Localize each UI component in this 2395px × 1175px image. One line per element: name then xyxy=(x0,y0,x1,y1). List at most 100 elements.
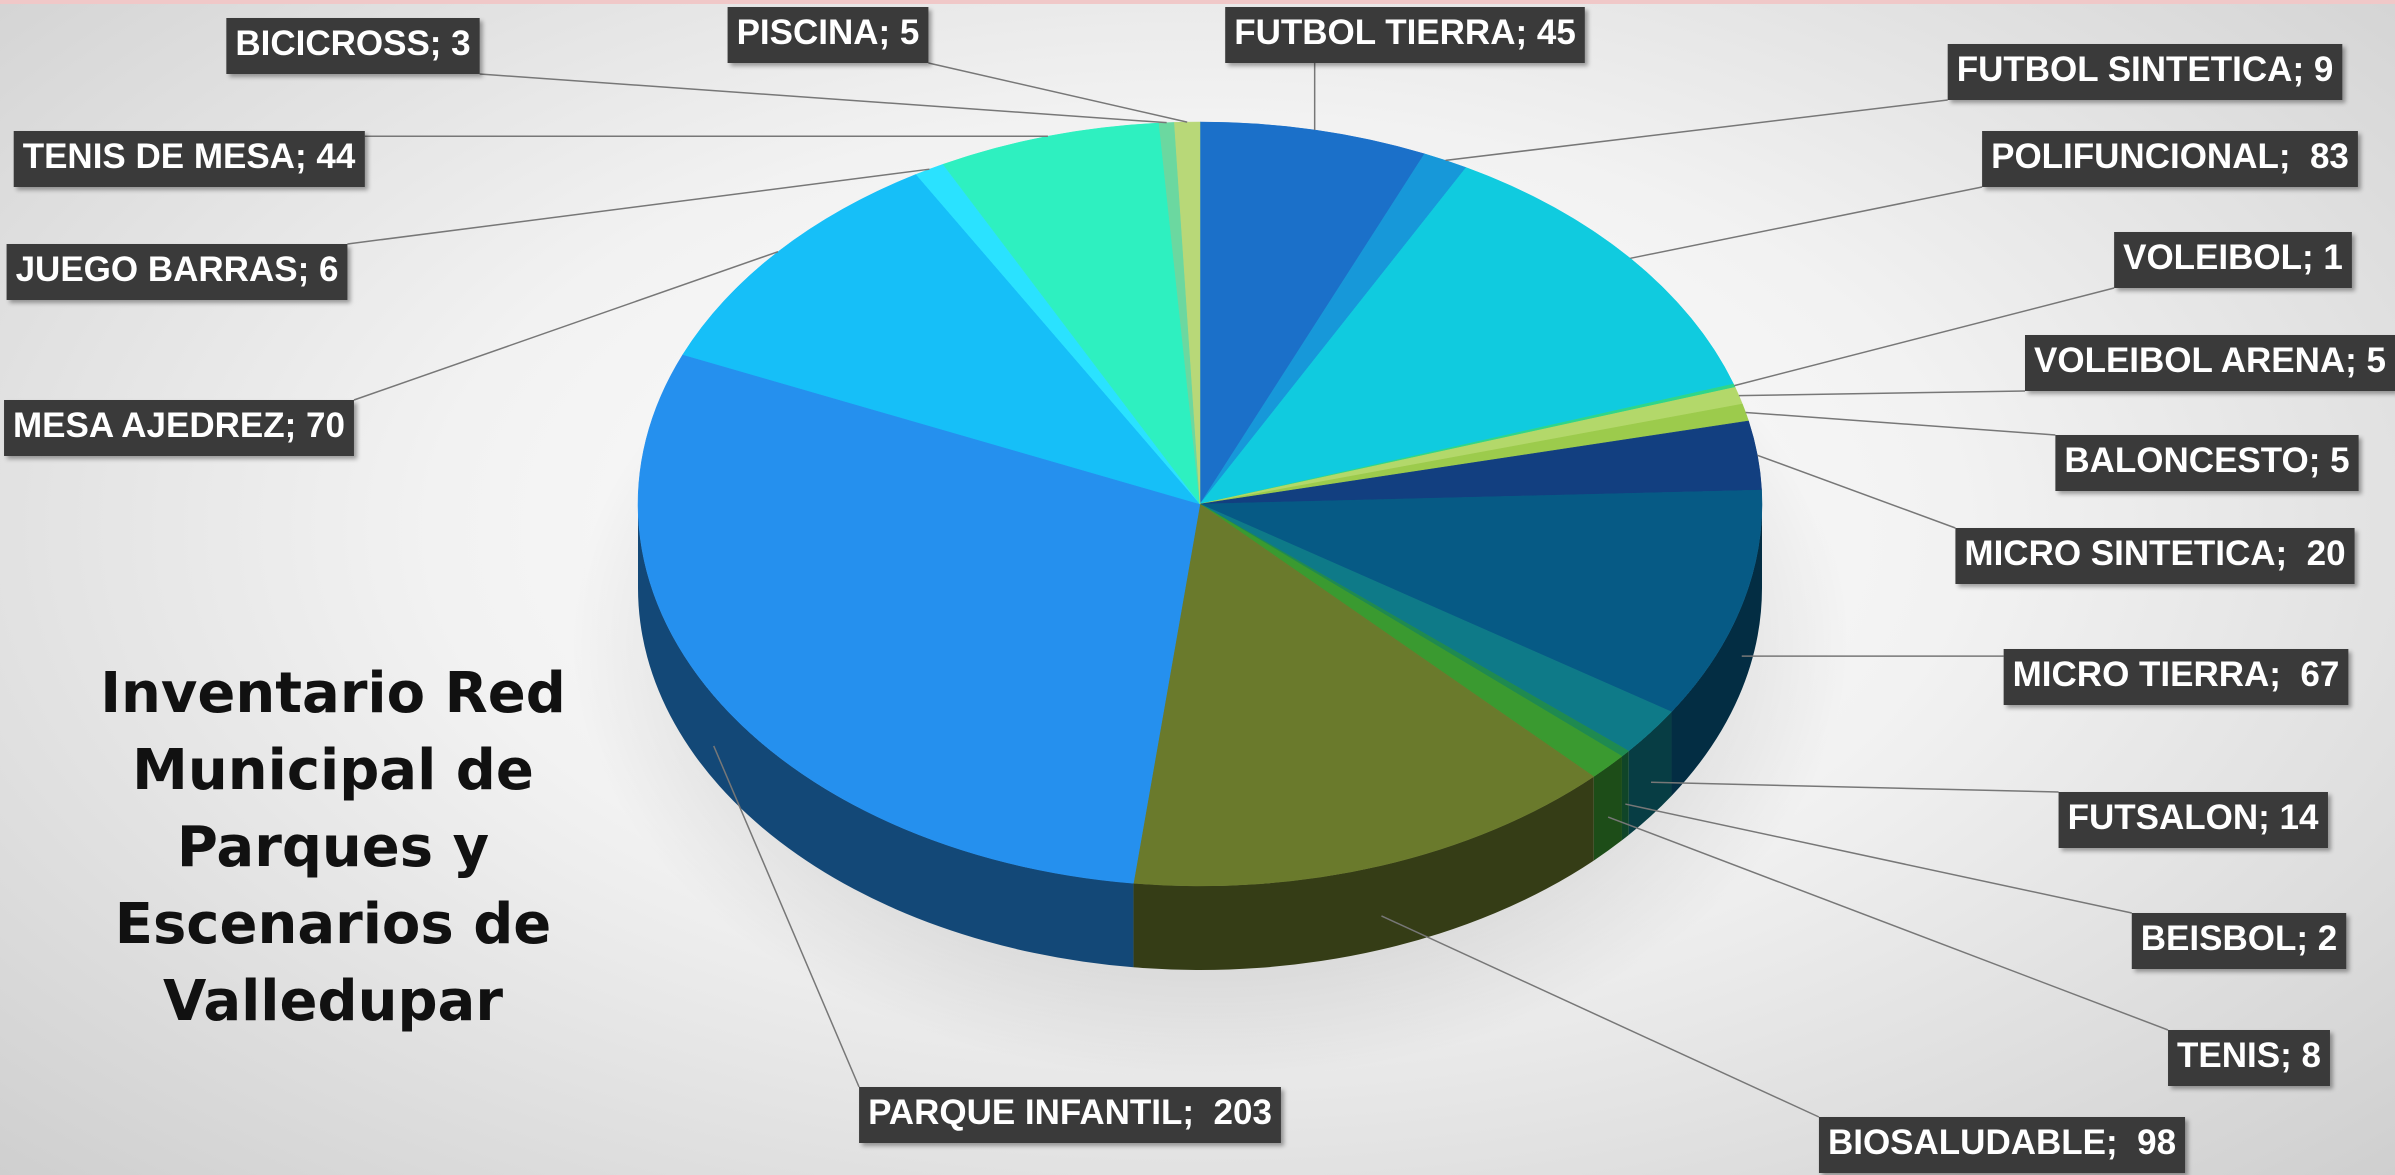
label-value: ; 8 xyxy=(2280,1036,2321,1075)
label-value: ; 20 xyxy=(2276,534,2346,573)
label-category: PISCINA xyxy=(737,13,879,52)
label-text: MICRO TIERRA; 67 xyxy=(2013,655,2340,694)
label-box xyxy=(1818,1117,2186,1173)
label-value: ; 203 xyxy=(1182,1093,1272,1132)
label-text: BIOSALUDABLE; 98 xyxy=(1828,1123,2176,1162)
label-category: VOLEIBOL xyxy=(2123,238,2302,277)
label-box xyxy=(2055,435,2359,491)
leader-line xyxy=(1757,454,1956,529)
labels: FUTBOL TIERRA; 45 FUTBOL SINTETICA; 9 POLI… xyxy=(4,7,2395,1173)
label-text: BEISBOL; 2 xyxy=(2141,919,2337,958)
label-category: BIOSALUDABLE xyxy=(1828,1123,2106,1162)
leader-line xyxy=(1607,816,2169,1031)
label-text: POLIFUNCIONAL; 83 xyxy=(1991,137,2349,176)
label-text: BALONCESTO; 5 xyxy=(2064,441,2349,480)
leader-line xyxy=(1381,915,1820,1118)
label-text: MICRO SINTETICA; 20 xyxy=(1964,534,2345,573)
slice xyxy=(637,354,1201,884)
slice-side xyxy=(638,504,1134,968)
label-box xyxy=(727,7,929,63)
label-category: JUEGO BARRAS xyxy=(16,250,298,289)
label-box xyxy=(2131,913,2347,969)
data-label: JUEGO BARRAS; 6 xyxy=(6,244,348,300)
data-label: MICRO SINTETICA; 20 xyxy=(1955,528,2355,584)
label-value: ; 2 xyxy=(2296,919,2337,958)
data-label: VOLEIBOL ARENA; 5 xyxy=(2025,335,2395,391)
label-category: BEISBOL xyxy=(2141,919,2297,958)
label-value: ; 5 xyxy=(2309,441,2350,480)
data-label: MICRO TIERRA; 67 xyxy=(2003,649,2349,705)
top-border xyxy=(0,0,2395,4)
label-text: FUTBOL SINTETICA; 9 xyxy=(1957,50,2334,89)
slice xyxy=(682,174,1201,505)
label-value: ; 5 xyxy=(879,13,920,52)
data-label: TENIS; 8 xyxy=(2168,1030,2330,1086)
slice xyxy=(1199,489,1763,713)
label-box xyxy=(1947,44,2343,100)
label-box xyxy=(2058,792,2328,848)
slice-side xyxy=(1593,756,1622,861)
data-label: FUTSALON; 14 xyxy=(2058,792,2328,848)
leader-line xyxy=(1651,781,2059,793)
leader-line xyxy=(1625,803,2132,914)
slice xyxy=(942,122,1201,505)
data-label: MESA AJEDREZ; 70 xyxy=(4,400,354,456)
label-category: FUTBOL SINTETICA xyxy=(1957,50,2293,89)
leader-line xyxy=(479,73,1167,124)
label-category: PARQUE INFANTIL xyxy=(868,1093,1182,1132)
label-value: ; 14 xyxy=(2258,798,2319,837)
leader-line xyxy=(353,250,779,401)
label-box xyxy=(2168,1030,2330,1086)
label-category: VOLEIBOL ARENA xyxy=(2034,341,2345,380)
label-box xyxy=(1982,131,2358,187)
label-category: MICRO SINTETICA xyxy=(1964,534,2275,573)
data-label: FUTBOL SINTETICA; 9 xyxy=(1947,44,2343,100)
label-box xyxy=(2025,335,2395,391)
label-text: VOLEIBOL ARENA; 5 xyxy=(2034,341,2386,380)
label-box xyxy=(2003,649,2349,705)
slice xyxy=(1199,167,1734,505)
slice-side xyxy=(1621,751,1629,841)
slice-side xyxy=(1628,711,1672,836)
label-text: PARQUE INFANTIL; 203 xyxy=(868,1093,1272,1132)
label-text: TENIS DE MESA; 44 xyxy=(23,137,356,176)
slice xyxy=(1133,503,1595,887)
leader-line xyxy=(713,745,860,1088)
label-category: BICICROSS xyxy=(235,24,429,63)
label-value: ; 67 xyxy=(2269,655,2339,694)
slice-side xyxy=(1671,504,1762,796)
leader-line xyxy=(1745,411,2056,436)
label-box xyxy=(1225,7,1585,63)
label-text: VOLEIBOL; 1 xyxy=(2123,238,2343,277)
label-box xyxy=(2114,232,2352,288)
label-box xyxy=(4,400,354,456)
label-value: ; 5 xyxy=(2345,341,2386,380)
label-value: ; 9 xyxy=(2292,50,2333,89)
label-value: ; 3 xyxy=(430,24,471,63)
slice-side xyxy=(1133,776,1594,970)
label-box xyxy=(1955,528,2355,584)
leader-line xyxy=(1630,186,1983,260)
label-category: FUTSALON xyxy=(2068,798,2259,837)
label-category: MICRO TIERRA xyxy=(2013,655,2270,694)
label-box xyxy=(6,244,348,300)
label-category: FUTBOL TIERRA xyxy=(1234,13,1515,52)
leader-line xyxy=(1445,99,1948,162)
label-text: TENIS; 8 xyxy=(2177,1036,2321,1075)
label-text: FUTSALON; 14 xyxy=(2068,798,2319,837)
label-category: TENIS xyxy=(2177,1036,2280,1075)
slice xyxy=(1174,121,1201,505)
label-category: BALONCESTO xyxy=(2064,441,2308,480)
label-category: TENIS DE MESA xyxy=(23,137,295,176)
data-label: PISCINA; 5 xyxy=(727,7,929,63)
data-label: BICICROSS; 3 xyxy=(226,18,480,74)
label-box xyxy=(13,131,365,187)
data-label: BALONCESTO; 5 xyxy=(2055,435,2359,491)
data-label: VOLEIBOL; 1 xyxy=(2114,232,2352,288)
leader-line xyxy=(928,62,1188,123)
label-value: ; 44 xyxy=(295,137,356,176)
label-value: ; 83 xyxy=(2279,137,2349,176)
label-text: FUTBOL TIERRA; 45 xyxy=(1234,13,1576,52)
label-text: MESA AJEDREZ; 70 xyxy=(13,406,345,445)
